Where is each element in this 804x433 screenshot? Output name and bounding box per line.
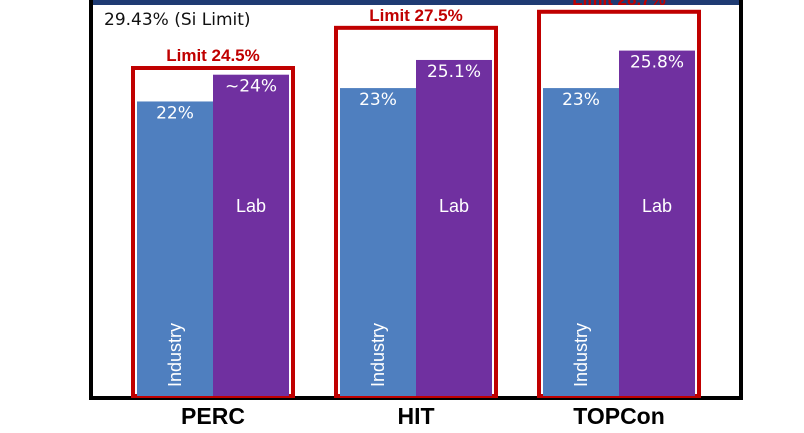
series-label-industry-perc: Industry	[165, 323, 185, 387]
bar-industry-topcon	[543, 88, 619, 396]
bar-industry-hit	[340, 88, 416, 396]
limit-label-perc: Limit 24.5%	[166, 46, 260, 65]
bar-lab-hit	[416, 59, 492, 396]
series-label-lab-perc: Lab	[236, 196, 266, 216]
value-label-industry-topcon: 23%	[562, 90, 600, 110]
series-label-industry-hit: Industry	[368, 323, 388, 387]
series-label-lab-hit: Lab	[439, 196, 469, 216]
value-label-lab-hit: 25.1%	[427, 62, 481, 82]
series-label-industry-topcon: Industry	[571, 323, 591, 387]
category-label-hit: HIT	[397, 403, 434, 429]
value-label-lab-topcon: 25.8%	[630, 53, 684, 73]
limit-label-topcon: Limit 28.7%	[572, 0, 666, 9]
category-label-perc: PERC	[181, 403, 245, 429]
top-blue-band	[90, 0, 742, 5]
bar-industry-perc	[137, 101, 213, 396]
bar-lab-topcon	[619, 50, 695, 396]
limit-label-hit: Limit 27.5%	[369, 6, 463, 25]
series-label-lab-topcon: Lab	[642, 196, 672, 216]
value-label-industry-hit: 23%	[359, 90, 397, 110]
si-limit-label: 29.43% (Si Limit)	[104, 10, 251, 30]
bar-lab-perc	[213, 74, 289, 396]
category-label-topcon: TOPCon	[573, 403, 665, 429]
value-label-industry-perc: 22%	[156, 103, 194, 123]
value-label-lab-perc: ~24%	[225, 77, 277, 97]
